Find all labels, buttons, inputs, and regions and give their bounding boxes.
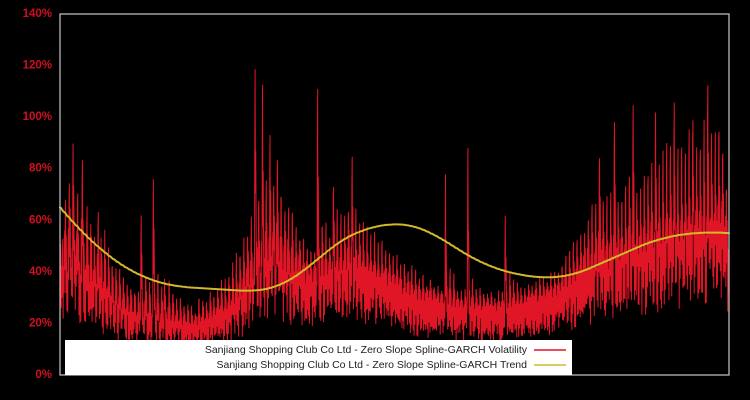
ytick-label-60: 60% <box>29 214 52 226</box>
y-axis-tick-labels: 0% 20% 40% 60% 80% 100% 120% 140% <box>23 8 52 381</box>
legend-label-trend: Sanjiang Shopping Club Co Ltd - Zero Slo… <box>216 359 527 371</box>
ytick-label-140: 140% <box>23 8 52 20</box>
legend-label-volatility: Sanjiang Shopping Club Co Ltd - Zero Slo… <box>205 344 528 356</box>
ytick-label-80: 80% <box>29 163 52 175</box>
ytick-label-40: 40% <box>29 266 52 278</box>
ytick-label-0: 0% <box>35 369 52 381</box>
legend-background <box>65 340 572 375</box>
series-trend-line <box>59 206 730 292</box>
legend: Sanjiang Shopping Club Co Ltd - Zero Slo… <box>65 340 572 375</box>
ytick-label-100: 100% <box>23 111 52 123</box>
series-volatility-line <box>59 69 730 352</box>
plot-area-background <box>60 14 729 375</box>
ytick-label-20: 20% <box>29 317 52 329</box>
ytick-label-120: 120% <box>23 60 52 72</box>
